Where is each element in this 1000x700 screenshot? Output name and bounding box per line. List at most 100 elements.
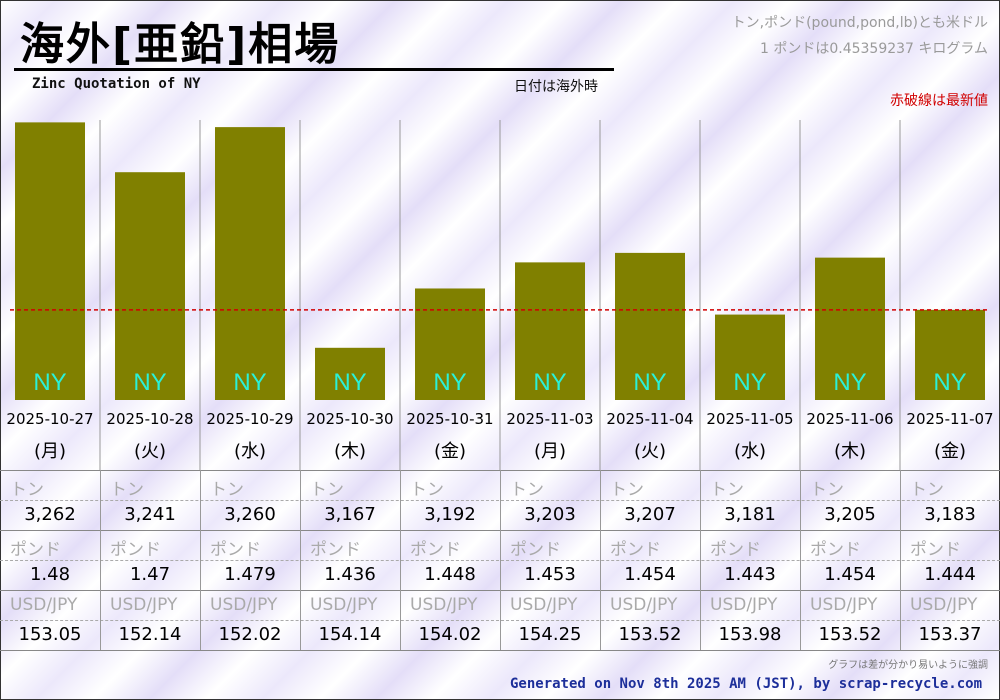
bar-series-label: NY [833,369,866,396]
weekday-label: (月) [534,441,566,462]
row-unit-label: トン [310,480,344,500]
x-tick-label: 2025-10-31 [406,410,493,428]
row-unit-label: ポンド [310,540,361,560]
table-cell-value: 1.453 [524,564,576,585]
table-cell-value: 3,205 [824,504,876,525]
row-unit-label: トン [10,480,44,500]
table-cell-value: 1.436 [324,564,376,585]
title-underline [14,68,614,71]
table-cell-value: 3,207 [624,504,676,525]
bar-series-label: NY [933,369,966,396]
table-column-separator [100,470,101,650]
table-column-separator [500,470,501,650]
table-cell-value: 153.37 [918,624,982,645]
row-unit-label: トン [510,480,544,500]
row-unit-label: USD/JPY [610,595,678,615]
weekday-label: (火) [134,441,166,462]
weekday-label: (木) [334,441,366,462]
table-cell-value: 1.444 [924,564,976,585]
row-unit-label: ポンド [510,540,561,560]
row-unit-label: ポンド [10,540,61,560]
table-cell-value: 1.47 [129,564,171,585]
bar [715,314,785,400]
row-unit-label: トン [710,480,744,500]
row-unit-label: トン [410,480,444,500]
row-unit-label: ポンド [910,540,961,560]
row-unit-label: ポンド [810,540,861,560]
bar [915,309,985,400]
table-cell-value: 152.14 [118,624,182,645]
row-unit-label: USD/JPY [810,595,878,615]
table-cell-value: 3,183 [924,504,976,525]
table-column-separator [600,470,601,650]
table-cell-value: 154.14 [318,624,382,645]
bar-series-label: NY [633,369,666,396]
x-tick-label: 2025-11-07 [906,410,993,428]
table-column-separator [200,470,201,650]
bar [815,257,885,400]
table-column-separator [300,470,301,650]
weekday-label: (金) [434,441,466,462]
table-cell-value: 3,192 [424,504,476,525]
bar-series-label: NY [433,369,466,396]
pound-conversion-note: 1 ポンドは0.45359237 キログラム [759,41,988,57]
row-unit-label: トン [810,480,844,500]
row-unit-label: USD/JPY [410,595,478,615]
table-cell-value: 1.454 [624,564,676,585]
bar-series-label: NY [233,369,266,396]
bar-series-label: NY [133,369,166,396]
row-unit-label: ポンド [210,540,261,560]
unit-note: トン,ポンド(pound,pond,lb)とも米ドル [731,15,988,31]
table-cell-value: 152.02 [218,624,282,645]
row-bottom-rule [0,650,1000,651]
table-cell-value: 3,181 [724,504,776,525]
table-cell-value: 1.48 [29,564,71,585]
bar-series-label: NY [333,369,366,396]
page-title: 海外[亜鉛]相場 [20,19,341,70]
row-unit-label: USD/JPY [510,595,578,615]
row-unit-label: ポンド [410,540,461,560]
bar [515,262,585,400]
row-unit-label: USD/JPY [910,595,978,615]
x-tick-label: 2025-10-27 [6,410,93,428]
x-tick-label: 2025-11-03 [506,410,593,428]
row-unit-label: ポンド [710,540,761,560]
table-cell-value: 1.479 [224,564,276,585]
row-unit-label: USD/JPY [10,595,78,615]
row-unit-label: USD/JPY [310,595,378,615]
weekday-label: (水) [234,441,266,462]
date-note: 日付は海外時 [514,79,598,95]
row-unit-label: トン [610,480,644,500]
bar [415,288,485,400]
table-cell-value: 153.52 [618,624,682,645]
table-cell-value: 1.448 [424,564,476,585]
zinc-bar-chart: NY 2025-10-27 (月) NY 2025-10-28 (火) NY 2025-10-… [6,120,994,470]
generated-credit: Generated on Nov 8th 2025 AM (JST), by s… [509,676,982,692]
table-column-separator [400,470,401,650]
emphasis-note: グラフは差が分かり易いように強調 [828,660,988,671]
table-cell-value: 153.05 [18,624,82,645]
table-cell-value: 154.25 [518,624,582,645]
row-unit-label: USD/JPY [210,595,278,615]
table-column-separator [900,470,901,650]
bar-series-label: NY [33,369,66,396]
x-tick-label: 2025-11-05 [706,410,793,428]
table-cell-value: 153.52 [818,624,882,645]
x-tick-label: 2025-10-29 [206,410,293,428]
weekday-label: (火) [634,441,666,462]
chart-subtitle: Zinc Quotation of NY [32,76,201,92]
weekday-label: (木) [834,441,866,462]
table-cell-value: 1.443 [724,564,776,585]
x-tick-label: 2025-10-30 [306,410,393,428]
row-unit-label: ポンド [610,540,661,560]
table-cell-value: 3,167 [324,504,376,525]
table-cell-value: 3,262 [24,504,76,525]
bar [15,122,85,401]
table-cell-value: 153.98 [718,624,782,645]
weekday-label: (水) [734,441,766,462]
row-unit-label: USD/JPY [110,595,178,615]
bar-series-label: NY [733,369,766,396]
latest-line-note: 赤破線は最新値 [890,93,988,109]
bar [115,172,185,400]
bar [315,347,385,400]
